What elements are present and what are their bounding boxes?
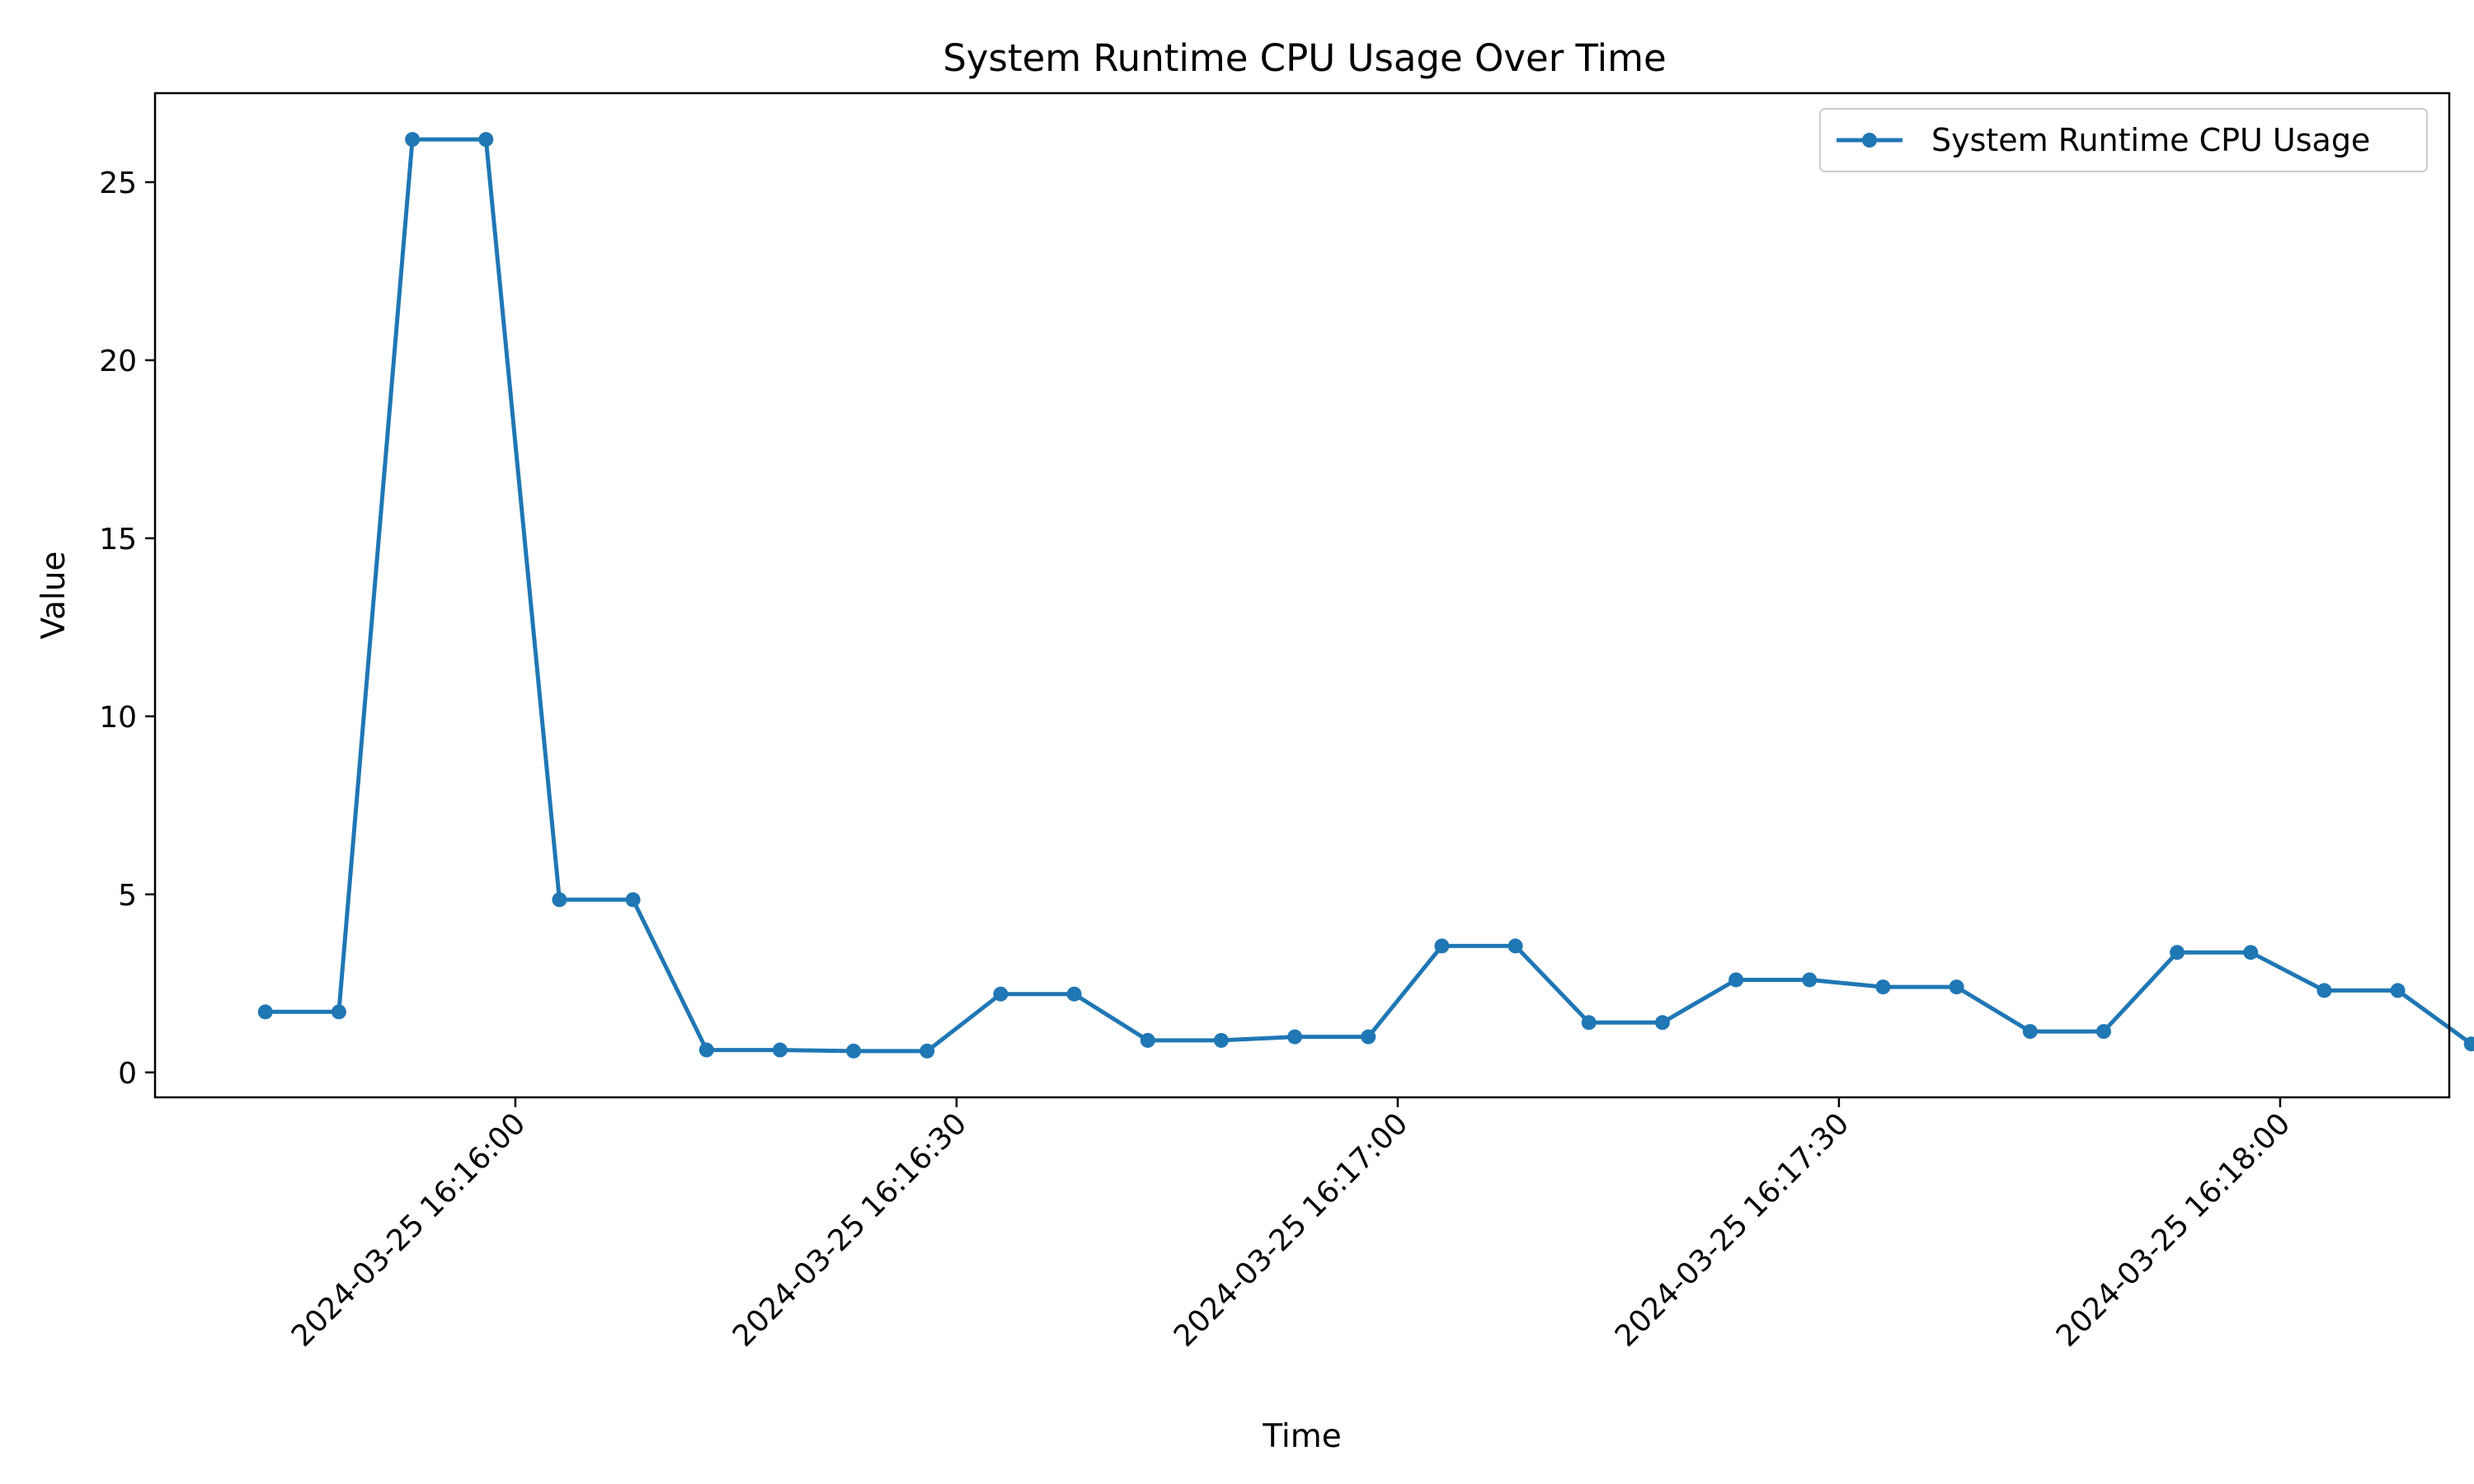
data-point <box>1213 1032 1229 1048</box>
data-point <box>1949 979 1964 995</box>
data-point <box>2170 945 2185 960</box>
legend-marker <box>1862 133 1877 148</box>
data-point <box>2243 945 2259 960</box>
data-point <box>1802 972 1818 988</box>
data-point <box>257 1004 273 1020</box>
y-axis-ticks: 0 5 10 15 20 25 <box>99 167 155 1091</box>
plot-frame <box>153 92 2451 1099</box>
chart-title: System Runtime CPU Usage Over Time <box>943 36 1666 80</box>
data-point <box>1287 1029 1303 1045</box>
data-point <box>2095 1024 2111 1040</box>
legend-box <box>1819 108 2428 172</box>
legend: System Runtime CPU Usage <box>1819 108 2428 172</box>
y-tick-label: 25 <box>99 167 137 200</box>
data-point <box>772 1042 788 1058</box>
data-point <box>331 1004 346 1020</box>
data-point <box>2390 983 2406 998</box>
data-point <box>1875 979 1891 995</box>
data-point <box>993 986 1009 1002</box>
y-axis-label: Value <box>35 551 73 639</box>
data-point <box>1140 1032 1155 1048</box>
legend-label: System Runtime CPU Usage <box>1931 122 2370 158</box>
data-point <box>1361 1029 1376 1045</box>
data-point <box>2316 983 2332 998</box>
data-point <box>920 1043 935 1059</box>
data-point <box>625 892 641 908</box>
data-point <box>2463 1036 2474 1052</box>
data-point <box>552 892 567 908</box>
plot-area <box>257 132 2474 1059</box>
data-point <box>846 1043 862 1059</box>
data-point <box>405 132 421 148</box>
y-tick-label: 15 <box>99 523 137 556</box>
data-point <box>1654 1015 1670 1031</box>
y-tick-label: 5 <box>118 879 137 913</box>
data-point <box>1729 972 1744 988</box>
y-tick-label: 20 <box>99 345 137 378</box>
data-point <box>1507 938 1523 954</box>
y-tick-label: 10 <box>99 701 137 735</box>
data-point <box>698 1042 714 1058</box>
data-point <box>1066 986 1082 1002</box>
data-point <box>2022 1024 2038 1040</box>
data-point <box>478 132 494 148</box>
x-axis-label: Time <box>1262 1418 1341 1455</box>
y-tick-label: 0 <box>118 1057 137 1091</box>
data-point <box>1434 938 1450 954</box>
data-point <box>1581 1015 1597 1031</box>
